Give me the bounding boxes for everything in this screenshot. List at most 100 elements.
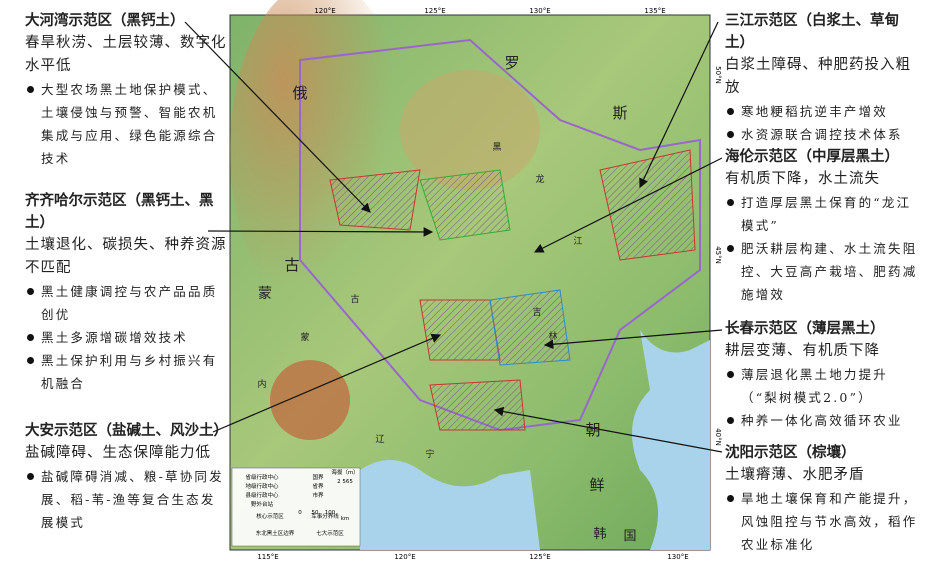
panel-desc: 土壤退化、碳损失、种养资源不匹配 xyxy=(25,237,227,276)
place-label: 蒙 xyxy=(258,286,272,302)
annotation-panel: 大安示范区（盐碱土、风沙土） 盐碱障碍、生态保障能力低盐碱障碍消减、粮-草协同发展… xyxy=(25,420,230,534)
bullet-text: 寒地粳稻抗逆丰产增效 xyxy=(741,104,889,119)
place-label: 江 xyxy=(573,236,582,247)
panel-title: 海伦示范区（中厚层黑土） xyxy=(725,149,899,165)
panel-title: 大安示范区（盐碱土、风沙土） xyxy=(25,423,228,439)
place-label: 辽 xyxy=(375,434,384,445)
legend-label: 军事分界线 xyxy=(311,512,339,520)
annotation-panel: 沈阳示范区（棕壤） 土壤瘠薄、水肥矛盾旱地土壤保育和产能提升，风蚀阻控与节水高效，… xyxy=(725,442,920,556)
annotation-panel: 三江示范区（白浆土、草甸土） 白浆土障碍、种肥药投入粗放寒地粳稻抗逆丰产增效 水资源… xyxy=(725,10,920,146)
legend-label: 2 565 xyxy=(337,479,353,485)
annotation-panel: 海伦示范区（中厚层黑土） 有机质下降，水土流失打造厚层黑土保育的“龙江模式” 肥沃耕… xyxy=(725,146,920,306)
bullet-item: 种养一体化高效循环农业 xyxy=(725,409,920,432)
lon-label: 130°E xyxy=(529,7,550,15)
panel-title: 沈阳示范区（棕壤） xyxy=(725,445,856,461)
bullet-text: 种养一体化高效循环农业 xyxy=(741,413,903,428)
annotation-panel: 长春示范区（薄层黑土） 耕层变薄、有机质下降薄层退化黑土地力提升（“梨树模式2.0… xyxy=(725,318,920,432)
place-label: 斯 xyxy=(612,104,627,122)
bullet-item: 水资源联合调控技术体系 xyxy=(725,123,920,146)
legend-label: 核心示范区 xyxy=(256,512,284,520)
place-label: 韩 xyxy=(593,527,606,542)
bullet-item: 薄层退化黑土地力提升（“梨树模式2.0”） xyxy=(725,363,920,409)
panel-desc: 春旱秋涝、土层较薄、数字化水平低 xyxy=(25,35,227,74)
bullet-dot xyxy=(27,473,34,480)
place-label: 黑 xyxy=(492,142,501,153)
legend-label: 七大示范区 xyxy=(316,529,344,537)
bullet-text: 打造厚层黑土保育的“龙江模式” xyxy=(741,195,912,233)
legend-label: 县级行政中心 xyxy=(245,491,279,499)
bullet-dot xyxy=(27,357,34,364)
bullet-dot xyxy=(727,245,734,252)
map-area xyxy=(229,0,711,551)
bullet-text: 大型农场黑土地保护模式、土壤侵蚀与预警、智能农机集成与应用、绿色能源综合技术 xyxy=(41,82,218,166)
lon-label: 120°E xyxy=(314,7,335,15)
place-label: 蒙 xyxy=(300,331,309,343)
lon-label: 125°E xyxy=(424,7,445,15)
bullet-item: 肥沃耕层构建、水土流失阻控、大豆高产栽培、肥药减施增效 xyxy=(725,237,920,306)
bullet-dot xyxy=(727,417,734,424)
bullet-text: 盐碱障碍消减、粮-草协同发展、稻-苇-渔等复合生态发展模式 xyxy=(41,469,224,530)
place-label: 吉 xyxy=(532,307,541,318)
place-label: 内 xyxy=(257,378,266,390)
bullet-item: 黑土健康调控与农产品品质创优 xyxy=(25,280,230,326)
arrows xyxy=(184,21,723,453)
bullet-dot xyxy=(27,288,34,295)
annotation-panel: 大河湾示范区（黑钙土） 春旱秋涝、土层较薄、数字化水平低大型农场黑土地保护模式、土… xyxy=(25,10,230,170)
bullet-text: 旱地土壤保育和产能提升，风蚀阻控与节水高效，稻作农业标准化 xyxy=(741,491,918,552)
legend-label: 省级行政中心 xyxy=(245,473,279,481)
panel-desc: 白浆土障碍、种肥药投入粗放 xyxy=(725,57,911,96)
lat-label: 45°N xyxy=(714,246,722,264)
bullet-text: 黑土健康调控与农产品品质创优 xyxy=(41,284,218,322)
panel-desc: 有机质下降，水土流失 xyxy=(725,171,880,187)
lat-label: 40°N xyxy=(714,428,722,446)
panel-title: 长春示范区（薄层黑土） xyxy=(725,321,885,337)
lat-label: 50°N xyxy=(714,66,722,84)
bullet-text: 肥沃耕层构建、水土流失阻控、大豆高产栽培、肥药减施增效 xyxy=(741,241,918,302)
legend-label: 省界 xyxy=(312,482,324,490)
place-label: 古 xyxy=(284,256,299,274)
place-label: 俄 xyxy=(292,84,307,102)
panel-title: 大河湾示范区（黑钙土） xyxy=(25,13,185,29)
legend-label: 国界 xyxy=(312,474,324,481)
bullet-text: 黑土多源增碳增效技术 xyxy=(41,330,189,345)
scale-label: 50 xyxy=(312,510,319,516)
legend-title: 海拔（m） xyxy=(331,468,358,476)
legend-label: 东北黑土区边界 xyxy=(256,529,295,537)
panel-desc: 盐碱障碍、生态保障能力低 xyxy=(25,445,211,461)
place-label: 朝 xyxy=(585,421,600,439)
scale-label: 0 xyxy=(298,510,302,516)
annotation-panel: 齐齐哈尔示范区（黑钙土、黑土） 土壤退化、碳损失、种养资源不匹配 黑土健康调控与农产… xyxy=(25,190,230,395)
panel-desc: 耕层变薄、有机质下降 xyxy=(725,343,880,359)
legend-label: 地级行政中心 xyxy=(245,482,279,490)
bullet-item: 打造厚层黑土保育的“龙江模式” xyxy=(725,191,920,237)
place-label: 林 xyxy=(548,330,557,342)
bullet-item: 旱地土壤保育和产能提升，风蚀阻控与节水高效，稻作农业标准化 xyxy=(725,487,920,556)
place-label: 宁 xyxy=(425,448,434,460)
bullet-item: 大型农场黑土地保护模式、土壤侵蚀与预警、智能农机集成与应用、绿色能源综合技术 xyxy=(25,78,230,170)
bullet-text: 薄层退化黑土地力提升（“梨树模式2.0”） xyxy=(741,367,889,405)
panel-desc: 土壤瘠薄、水肥矛盾 xyxy=(725,467,865,483)
scale-label: 100 xyxy=(325,510,336,516)
legend-label: 市界 xyxy=(312,491,324,499)
bullet-item: 寒地粳稻抗逆丰产增效 xyxy=(725,100,920,123)
panel-title: 三江示范区（白浆土、草甸土） xyxy=(725,13,899,51)
place-label: 国 xyxy=(623,529,636,544)
place-label: 罗 xyxy=(504,54,519,72)
lon-label: 135°E xyxy=(644,7,665,15)
bullet-text: 黑土保护利用与乡村振兴有机融合 xyxy=(41,353,218,391)
bullet-dot xyxy=(27,334,34,341)
scale-label: km xyxy=(341,516,350,522)
legend-label: 野外台站 xyxy=(251,500,274,508)
lon-label: 130°E xyxy=(667,553,688,561)
lon-label: 115°E xyxy=(257,553,278,561)
lon-label: 120°E xyxy=(394,553,415,561)
bullet-dot xyxy=(727,199,734,206)
place-label: 龙 xyxy=(535,173,544,185)
place-label: 古 xyxy=(350,293,359,305)
place-label: 鲜 xyxy=(589,476,604,494)
bullet-dot xyxy=(727,371,734,378)
bullet-dot xyxy=(727,108,734,115)
bullet-text: 水资源联合调控技术体系 xyxy=(741,127,903,142)
